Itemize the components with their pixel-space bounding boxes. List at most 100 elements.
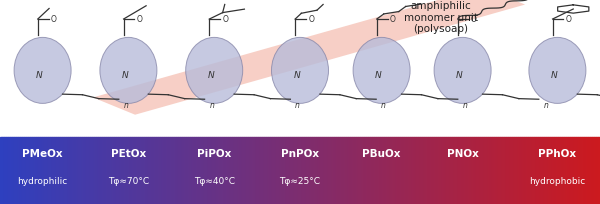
Bar xyxy=(518,137,520,204)
Bar xyxy=(132,137,134,204)
Text: n: n xyxy=(295,101,300,110)
Bar xyxy=(256,137,258,204)
Text: n: n xyxy=(381,101,386,110)
Bar xyxy=(150,137,152,204)
Bar xyxy=(218,137,220,204)
Bar xyxy=(396,137,398,204)
Bar xyxy=(354,137,356,204)
Bar xyxy=(310,137,312,204)
Bar xyxy=(44,137,46,204)
Bar xyxy=(408,137,410,204)
Bar xyxy=(306,137,308,204)
Text: Tφ≈25°C: Tφ≈25°C xyxy=(280,177,320,186)
Text: O: O xyxy=(51,14,57,23)
Bar xyxy=(434,137,436,204)
Bar xyxy=(520,137,522,204)
Bar xyxy=(274,137,276,204)
Bar xyxy=(126,137,128,204)
Ellipse shape xyxy=(529,37,586,103)
Text: hydrophobic: hydrophobic xyxy=(529,177,586,186)
Bar xyxy=(470,137,472,204)
Text: hydrophilic: hydrophilic xyxy=(17,177,68,186)
Bar xyxy=(342,137,344,204)
Bar xyxy=(78,137,80,204)
Bar xyxy=(112,137,114,204)
Text: N: N xyxy=(36,71,43,80)
Ellipse shape xyxy=(434,37,491,103)
Bar xyxy=(204,137,206,204)
Bar xyxy=(248,137,250,204)
Bar xyxy=(384,137,386,204)
Bar xyxy=(472,137,474,204)
Bar xyxy=(26,137,28,204)
Bar xyxy=(136,137,138,204)
Bar xyxy=(184,137,186,204)
Bar xyxy=(240,137,242,204)
Bar xyxy=(286,137,288,204)
Bar xyxy=(566,137,568,204)
Bar xyxy=(10,137,12,204)
Bar xyxy=(176,137,178,204)
Bar xyxy=(250,137,252,204)
Bar xyxy=(468,137,470,204)
Bar xyxy=(64,137,66,204)
Bar xyxy=(432,137,434,204)
Bar xyxy=(154,137,156,204)
Bar xyxy=(174,137,176,204)
Bar xyxy=(28,137,30,204)
Text: O: O xyxy=(566,14,572,23)
Bar xyxy=(594,137,596,204)
Bar xyxy=(24,137,26,204)
Bar xyxy=(280,137,282,204)
Text: N: N xyxy=(456,71,463,80)
Bar xyxy=(496,137,498,204)
Bar xyxy=(440,137,442,204)
Bar xyxy=(494,137,496,204)
Bar xyxy=(512,137,514,204)
Bar xyxy=(46,137,48,204)
Bar xyxy=(412,137,414,204)
Bar xyxy=(486,137,488,204)
Bar xyxy=(144,137,146,204)
Bar xyxy=(570,137,572,204)
Bar xyxy=(58,137,60,204)
Bar xyxy=(228,137,230,204)
Bar xyxy=(222,137,224,204)
Bar xyxy=(290,137,292,204)
Bar xyxy=(166,137,168,204)
Bar xyxy=(36,137,38,204)
Polygon shape xyxy=(93,0,525,115)
Bar xyxy=(374,137,376,204)
Bar xyxy=(578,137,580,204)
Bar xyxy=(312,137,314,204)
Bar xyxy=(38,137,40,204)
Bar xyxy=(492,137,494,204)
Bar xyxy=(538,137,540,204)
Bar xyxy=(400,137,402,204)
Text: N: N xyxy=(375,71,382,80)
Bar xyxy=(530,137,532,204)
Bar xyxy=(414,137,416,204)
Bar xyxy=(584,137,586,204)
Bar xyxy=(14,137,16,204)
Bar xyxy=(332,137,334,204)
Bar xyxy=(200,137,202,204)
Bar xyxy=(82,137,84,204)
Bar xyxy=(84,137,86,204)
Bar xyxy=(532,137,534,204)
Bar xyxy=(170,137,172,204)
Bar xyxy=(346,137,348,204)
Bar xyxy=(336,137,338,204)
Bar xyxy=(102,137,104,204)
Bar xyxy=(426,137,428,204)
Text: N: N xyxy=(293,71,301,80)
Bar xyxy=(380,137,382,204)
Text: PMeOx: PMeOx xyxy=(22,149,63,159)
Bar xyxy=(110,137,112,204)
Bar xyxy=(2,137,4,204)
Bar xyxy=(294,137,296,204)
Bar xyxy=(220,137,222,204)
Bar xyxy=(362,137,364,204)
Bar xyxy=(298,137,300,204)
Bar xyxy=(544,137,546,204)
